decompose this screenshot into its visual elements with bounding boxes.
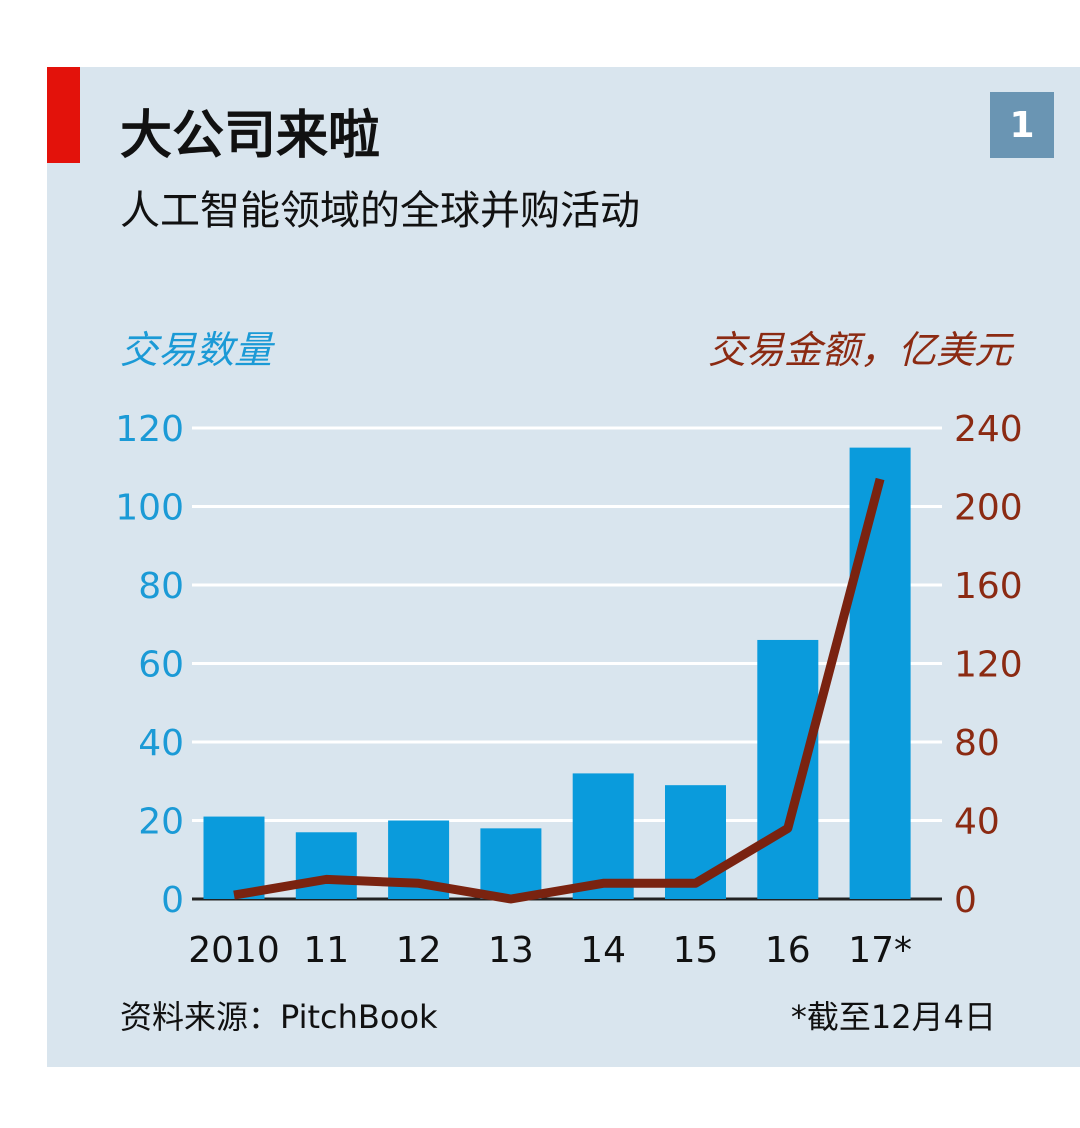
x-tick-label: 15 [673,930,719,971]
deal-value-line [233,477,885,904]
left-tick-label: 0 [161,880,184,921]
bar [572,773,634,899]
right-tick-label: 160 [954,566,1023,607]
left-tick-label: 80 [138,566,184,607]
left-tick-label: 20 [138,802,184,843]
x-tick-label: 2010 [188,930,280,971]
chart-title: 大公司来啦 [120,106,381,166]
x-tick-label: 13 [488,930,534,971]
right-tick-label: 80 [954,723,1000,764]
x-tick-label: 16 [765,930,811,971]
x-tick-label: 14 [580,930,626,971]
bar [849,447,911,899]
right-tick-label: 120 [954,645,1023,686]
right-tick-label: 40 [954,802,1000,843]
bar [203,816,265,899]
chart-subtitle: 人工智能领域的全球并购活动 [120,188,640,234]
bar [480,828,542,899]
right-tick-label: 200 [954,488,1023,529]
right-tick-label: 0 [954,880,977,921]
accent-bar [47,67,80,163]
bar [295,832,357,899]
x-tick-label: 11 [303,930,349,971]
right-tick-label: 240 [954,409,1023,450]
x-tick-label: 12 [396,930,442,971]
x-tick-label: 17* [848,930,912,971]
footnote: *截至12月4日 [790,998,996,1036]
bar [757,639,819,899]
chart-number-badge: 1 [990,92,1054,158]
left-tick-label: 100 [115,488,184,529]
right-axis-label: 交易金额，亿美元 [707,328,1012,372]
left-tick-label: 60 [138,645,184,686]
source-note: 资料来源：PitchBook [120,998,438,1036]
left-tick-label: 40 [138,723,184,764]
left-axis-label: 交易数量 [120,328,273,372]
left-tick-label: 120 [115,409,184,450]
